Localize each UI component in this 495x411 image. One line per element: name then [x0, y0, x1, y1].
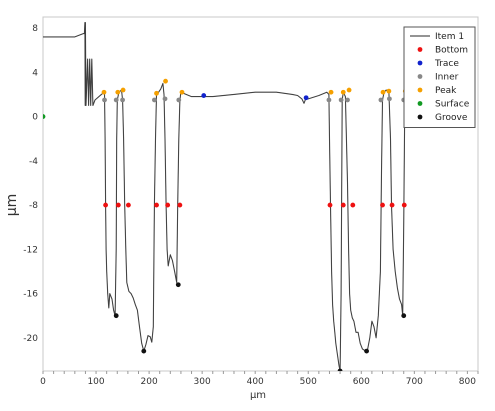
bottom-point — [327, 202, 333, 208]
groove-point — [113, 313, 119, 319]
legend-swatch — [417, 47, 423, 52]
y-tick-label: -4 — [29, 157, 38, 167]
legend-label: Surface — [435, 100, 470, 110]
peak-point — [115, 89, 121, 95]
bottom-point — [115, 202, 121, 208]
legend-label: Bottom — [435, 46, 468, 56]
groove-point — [401, 313, 407, 319]
markers-bottom — [103, 202, 407, 208]
groove-point — [175, 282, 181, 288]
x-tick-label: 700 — [406, 377, 423, 387]
y-tick-label: 8 — [32, 24, 38, 34]
bottom-point — [350, 202, 356, 208]
y-tick-label: -8 — [29, 201, 38, 211]
inner-point — [152, 97, 157, 103]
y-tick-label: -20 — [23, 334, 38, 344]
peak-point — [101, 89, 107, 95]
inner-point — [162, 96, 168, 102]
peak-point — [154, 90, 159, 96]
legend-swatch — [417, 101, 423, 106]
legend-entry: Trace — [417, 59, 459, 69]
peak-point — [380, 89, 386, 95]
legend-swatch — [417, 87, 423, 93]
legend-entry: Bottom — [417, 46, 468, 56]
x-tick-label: 600 — [353, 377, 370, 387]
bottom-point — [177, 202, 183, 208]
x-tick-label: 100 — [87, 377, 104, 387]
peak-point — [120, 87, 126, 93]
inner-point — [326, 97, 332, 103]
groove-point — [141, 348, 147, 354]
surface-point — [43, 114, 46, 119]
legend-entry: Groove — [417, 113, 468, 123]
y-tick-label: 4 — [32, 68, 38, 78]
inner-point — [338, 97, 344, 103]
inner-point — [120, 97, 125, 103]
bottom-point — [103, 202, 108, 208]
inner-point — [387, 96, 392, 102]
bottom-point — [340, 202, 346, 208]
legend-label: Trace — [434, 59, 459, 69]
bottom-point — [380, 202, 385, 208]
bottom-point — [154, 202, 159, 208]
x-tick-label: 0 — [40, 377, 46, 387]
y-tick-label: -12 — [23, 245, 38, 255]
legend-entry: Peak — [417, 86, 457, 96]
peak-point — [346, 87, 352, 93]
y-tick-label: 0 — [32, 113, 38, 123]
legend-swatch — [417, 60, 423, 66]
x-tick-label: 300 — [194, 377, 211, 387]
x-tick-label: 800 — [459, 377, 476, 387]
legend-swatch — [417, 114, 423, 120]
legend-entry: Surface — [417, 100, 470, 110]
inner-point — [102, 97, 107, 103]
legend-entry: Inner — [417, 73, 459, 83]
legend-box — [403, 26, 476, 128]
legend-label: Inner — [435, 73, 459, 83]
peak-point — [328, 89, 334, 95]
inner-point — [113, 97, 119, 103]
inner-point — [378, 97, 384, 103]
x-tick-label: 400 — [247, 377, 264, 387]
peak-point — [163, 78, 168, 84]
peak-point — [386, 88, 392, 94]
bottom-point — [165, 202, 171, 208]
groove-point — [364, 348, 369, 354]
legend: Item 1 Bottom Trace Inner Peak Surface Groove — [403, 26, 476, 128]
legend-label: Groove — [435, 113, 468, 123]
plot-area — [43, 21, 408, 371]
markers-surface — [43, 114, 46, 119]
inner-point — [345, 97, 350, 103]
markers-groove — [113, 282, 407, 371]
y-axis-title: µm — [4, 194, 20, 217]
trace-point — [303, 95, 309, 101]
markers-trace — [201, 93, 309, 101]
bottom-point — [389, 202, 395, 208]
tick-labels: 0 100 200 300 400 500 600 700 800 8 4 0 -4 -8 -12 -16 -2… — [23, 24, 476, 387]
bottom-point — [126, 202, 131, 208]
x-axis-title: µm — [250, 390, 266, 401]
legend-label: Item 1 — [435, 32, 464, 42]
peak-point — [179, 89, 185, 95]
peak-point — [340, 89, 346, 95]
groove-point — [337, 368, 343, 371]
x-tick-label: 500 — [300, 377, 317, 387]
legend-entry: Item 1 — [410, 32, 464, 42]
bottom-point — [401, 202, 407, 208]
legend-swatch — [417, 74, 423, 79]
legend-label: Peak — [435, 86, 457, 96]
x-tick-label: 200 — [141, 377, 158, 387]
inner-point — [176, 97, 182, 103]
trace-point — [201, 93, 207, 98]
y-tick-label: -16 — [23, 290, 38, 300]
